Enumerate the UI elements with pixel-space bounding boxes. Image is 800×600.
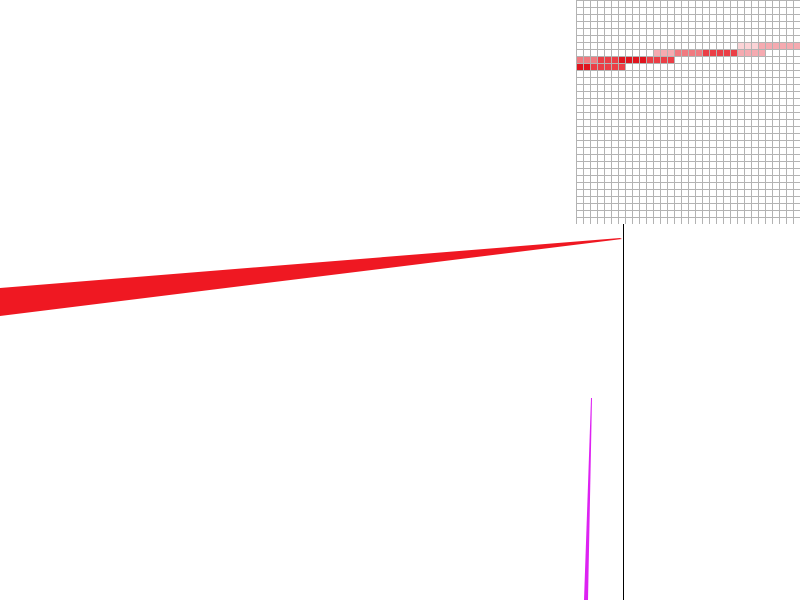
zoom-pixel [632,56,639,63]
zoom-pixel [674,49,681,56]
zoom-pixel [611,63,618,70]
zoom-pixel [751,49,758,56]
zoom-pixel [758,49,765,56]
zoom-pixel [786,42,793,49]
zoom-pixel [730,49,737,56]
zoom-pixel [744,49,751,56]
zoom-pixel [604,56,611,63]
zoom-pixel [737,49,744,56]
zoom-pixel [779,42,786,49]
zoom-pixel [681,49,688,56]
zoom-pixel-grid [576,0,800,224]
zoom-pixel [737,42,744,49]
zoom-pixel [590,63,597,70]
zoom-pixel [576,56,583,63]
zoom-pixel [723,49,730,56]
zoom-pixel [702,49,709,56]
zoom-pixel [751,42,758,49]
zoom-pixel [583,56,590,63]
zoom-pixel [576,63,583,70]
zoom-pixel [604,63,611,70]
zoom-pixel [625,56,632,63]
red-tapered-stroke [0,238,622,316]
zoom-pixel [758,42,765,49]
zoom-pixel [793,42,800,49]
zoom-pixel [653,49,660,56]
zoom-pixel [653,56,660,63]
zoom-pixel [667,56,674,63]
zoom-pixel [765,42,772,49]
zoom-pixel [611,56,618,63]
zoom-pixel [590,56,597,63]
zoom-grid-lines [576,0,800,224]
zoom-pixel [646,56,653,63]
zoom-pixel [695,49,702,56]
zoom-pixel [583,63,590,70]
zoom-pixel [772,42,779,49]
zoom-pixel [639,56,646,63]
zoom-pixel [709,49,716,56]
zoom-pixel [618,56,625,63]
zoom-pixel [688,49,695,56]
zoom-pixel [716,49,723,56]
zoom-pixel [618,63,625,70]
zoom-magnifier-panel [576,0,800,224]
zoom-pixel [597,63,604,70]
zoom-magnified-pixels [576,42,800,70]
zoom-pixel [660,49,667,56]
magenta-tapered-stroke [584,398,592,600]
zoom-pixel [660,56,667,63]
zoom-pixel [667,49,674,56]
zoom-pixel [597,56,604,63]
zoom-pixel [744,42,751,49]
